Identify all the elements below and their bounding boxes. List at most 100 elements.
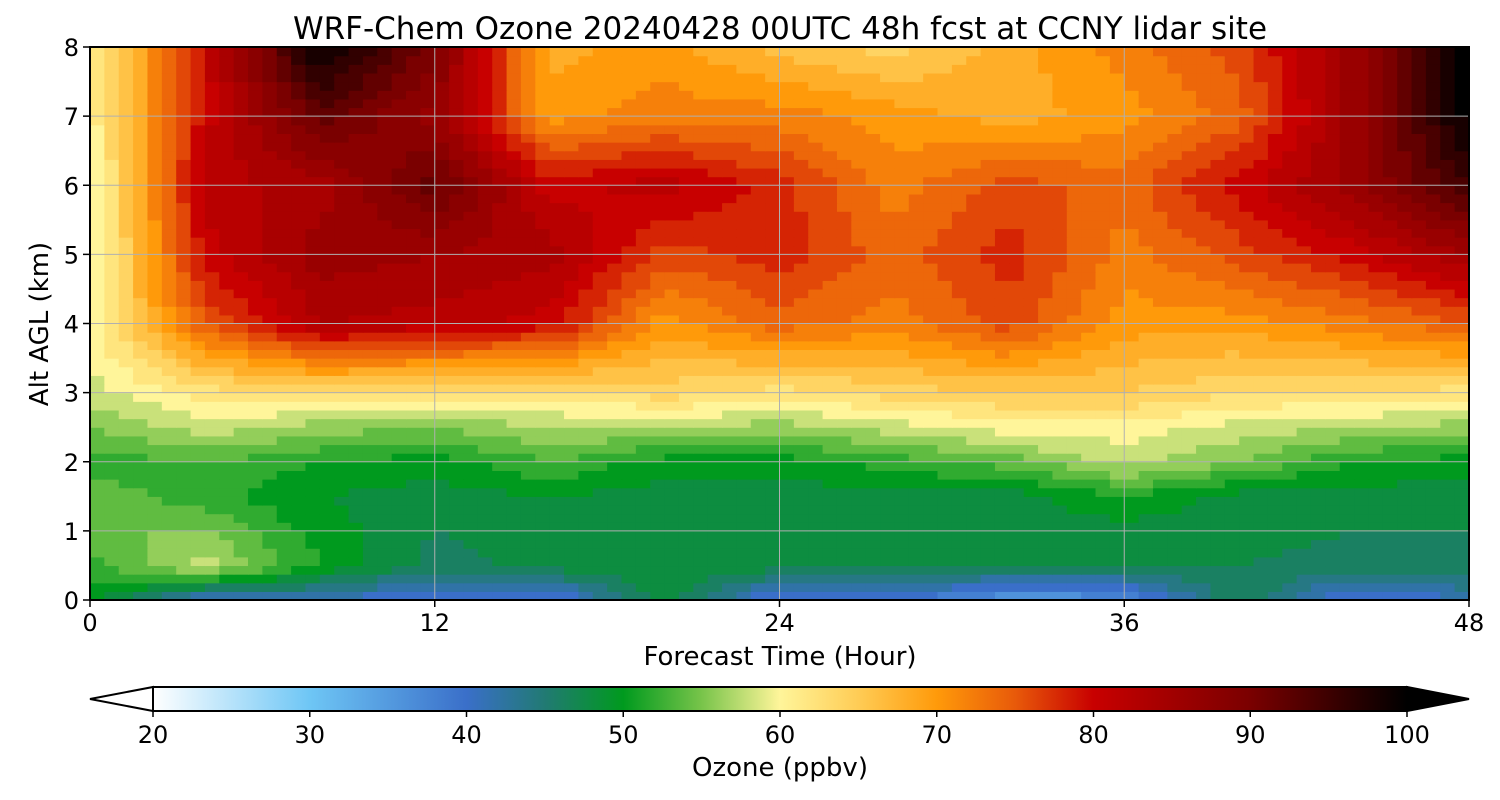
heatmap-cell [1038,211,1054,221]
heatmap-cell [621,461,637,471]
heatmap-cell [1038,375,1054,385]
heatmap-cell [434,401,450,411]
heatmap-cell [204,219,220,230]
heatmap-cell [233,530,249,541]
heatmap-cell [966,332,982,342]
heatmap-cell [276,202,292,212]
heatmap-cell [951,202,967,212]
heatmap-cell [1009,263,1025,273]
heatmap-cell [822,427,838,437]
heatmap-cell [693,574,709,584]
heatmap-cell [362,392,378,402]
heatmap-cell [334,349,350,359]
heatmap-cell [1009,418,1025,428]
heatmap-cell [1325,314,1341,325]
heatmap-cell [348,263,364,273]
heatmap-cell [1052,159,1068,169]
heatmap-cell [822,444,838,454]
heatmap-cell [1339,202,1355,212]
heatmap-cell [736,453,752,463]
heatmap-cell [592,479,608,489]
heatmap-cell [736,176,752,186]
heatmap-cell [822,202,838,212]
heatmap-cell [1109,150,1125,160]
heatmap-cell [578,349,594,359]
heatmap-cell [822,453,838,463]
heatmap-cell [937,513,953,523]
heatmap-cell [607,574,623,584]
heatmap-cell [664,548,680,558]
heatmap-cell [1382,530,1398,541]
heatmap-cell [779,228,795,238]
heatmap-cell [1038,358,1054,368]
heatmap-cell [291,306,307,316]
heatmap-cell [1411,202,1427,212]
heatmap-cell [334,530,350,541]
heatmap-cell [118,237,134,247]
heatmap-cell [650,167,666,178]
heatmap-cell [406,513,421,523]
heatmap-cell [362,332,378,342]
heatmap-cell [420,530,436,541]
heatmap-cell [104,539,120,549]
heatmap-cell [1354,574,1370,584]
heatmap-cell [1411,159,1427,169]
heatmap-cell [923,185,939,195]
heatmap-cell [104,150,120,160]
heatmap-cell [1397,366,1413,376]
heatmap-cell [966,245,982,255]
heatmap-cell [1425,211,1441,221]
heatmap-cell [90,539,105,549]
heatmap-cell [980,228,996,238]
heatmap-cell [851,193,867,204]
heatmap-cell [1454,539,1469,549]
heatmap-cell [1109,453,1125,463]
heatmap-cell [664,297,680,307]
heatmap-cell [535,366,551,376]
heatmap-cell [406,167,421,178]
heatmap-cell [765,366,781,376]
heatmap-cell [894,375,910,385]
heatmap-cell [1354,297,1370,307]
heatmap-cell [836,461,852,471]
heatmap-cell [449,340,465,351]
heatmap-cell [1038,591,1054,600]
heatmap-cell [391,453,407,463]
heatmap-cell [822,409,838,420]
heatmap-cell [923,435,939,446]
heatmap-cell [104,358,120,368]
heatmap-cell [1368,556,1384,567]
heatmap-cell [592,237,608,247]
heatmap-cell [1253,548,1269,558]
heatmap-cell [1023,228,1039,238]
heatmap-cell [420,340,436,351]
heatmap-cell [1296,383,1312,394]
heatmap-cell [1440,280,1456,290]
heatmap-cell [707,280,723,290]
heatmap-cell [1282,582,1298,592]
heatmap-cell [434,530,450,541]
heatmap-cell [808,479,824,489]
heatmap-cell [1253,487,1269,497]
heatmap-cell [1339,513,1355,523]
heatmap-cell [1440,418,1456,428]
heatmap-cell [391,574,407,584]
heatmap-cell [406,479,421,489]
heatmap-cell [1224,548,1240,558]
heatmap-cell [1354,582,1370,592]
heatmap-cell [1411,565,1427,575]
heatmap-cell [1052,504,1068,515]
heatmap-cell [161,332,177,342]
heatmap-cell [549,193,565,204]
heatmap-cell [592,150,608,160]
heatmap-cell [750,444,766,454]
heatmap-cell [90,245,105,255]
heatmap-cell [822,358,838,368]
heatmap-cell [434,323,450,333]
heatmap-cell [1138,574,1154,584]
heatmap-cell [118,418,134,428]
heatmap-cell [1052,263,1068,273]
heatmap-cell [1196,539,1212,549]
heatmap-cell [592,565,608,575]
heatmap-cell [1224,496,1240,506]
